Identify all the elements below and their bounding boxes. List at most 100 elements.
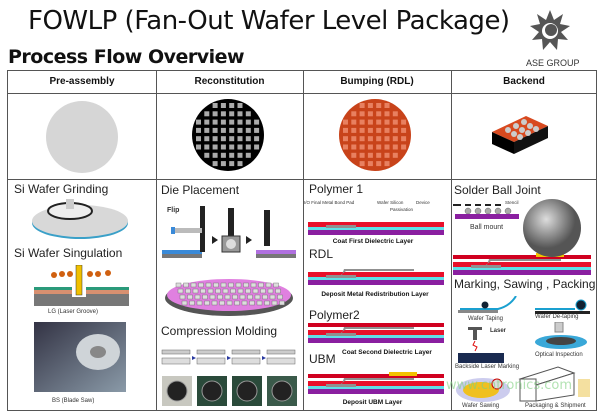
passivation-layer: [453, 267, 591, 270]
die: [196, 136, 201, 142]
die: [212, 119, 218, 125]
bond-pad: [326, 225, 356, 228]
die: [273, 282, 279, 288]
mold-top: [161, 349, 191, 355]
die: [351, 144, 357, 150]
second-dielectric-layer: [453, 255, 591, 259]
die: [204, 119, 210, 125]
die: [264, 300, 270, 306]
die: [204, 136, 210, 142]
step-si-wafer-grinding: Si Wafer Grinding: [14, 182, 109, 196]
slide-subtitle: Process Flow Overview: [8, 46, 245, 68]
die: [189, 300, 195, 306]
die: [224, 294, 231, 300]
die: [220, 111, 226, 117]
header-bumping: Bumping (RDL): [340, 76, 414, 87]
die: [265, 282, 272, 288]
die: [194, 294, 201, 300]
wafer-taping-icon: [458, 296, 517, 313]
die: [220, 103, 226, 108]
dielectric-layer: [308, 381, 444, 386]
header-pre-assembly: Pre-assembly: [49, 76, 115, 87]
bond-pad: [326, 384, 356, 387]
molding-photo-detail: [271, 380, 293, 402]
die: [212, 144, 218, 150]
die: [220, 144, 226, 150]
die: [256, 300, 263, 306]
die: [229, 144, 235, 150]
step-solder-ball-joint: Solder Ball Joint: [454, 183, 541, 197]
package-image: [492, 116, 548, 154]
silicon-layer: [308, 230, 444, 235]
rdl-diagram: [308, 269, 444, 285]
die: [245, 136, 251, 142]
die: [220, 282, 227, 288]
passivation-layer: [308, 335, 444, 338]
die: [212, 127, 218, 133]
die: [271, 300, 278, 306]
caption-backside-laser-marking: Backside Laser Marking: [455, 364, 520, 370]
label-stencil: Stencil: [505, 200, 519, 205]
ubm-diagram: [308, 372, 444, 394]
mold-top: [231, 349, 261, 355]
die: [376, 111, 382, 117]
die: [229, 119, 235, 125]
die: [277, 294, 283, 300]
die: [351, 119, 357, 125]
mold-bottom: [161, 357, 191, 365]
die: [207, 288, 214, 294]
die: [401, 144, 407, 150]
die: [254, 119, 260, 125]
die: [212, 103, 218, 108]
die: [229, 127, 235, 133]
mold-bottom: [266, 357, 296, 365]
die: [215, 288, 221, 294]
die: [376, 144, 382, 150]
die: [237, 111, 243, 117]
caption-blade-saw: BS (Blade Saw): [52, 398, 95, 404]
die-placement-diagram: [162, 206, 296, 258]
die: [367, 103, 373, 108]
die: [367, 127, 373, 133]
die: [241, 300, 248, 306]
die: [392, 127, 398, 133]
silicon-layer: [453, 270, 591, 275]
die: [226, 300, 233, 306]
bond-pad: [326, 275, 356, 278]
polymer2-diagram: [308, 323, 444, 343]
die: [235, 282, 242, 288]
die: [252, 288, 259, 294]
die: [220, 127, 226, 133]
silicon-layer: [308, 338, 444, 343]
die: [245, 119, 251, 125]
die: [343, 127, 348, 133]
caption-deposit-rdl: Deposit Metal Redistribution Layer: [321, 291, 429, 298]
die: [211, 300, 218, 306]
grinding-wheel-image: [32, 199, 128, 239]
caption-deposit-ubm: Deposit UBM Layer: [342, 399, 403, 406]
die: [359, 152, 365, 158]
die: [367, 161, 373, 167]
dielectric-layer: [308, 330, 444, 335]
die: [212, 111, 218, 117]
die: [228, 282, 234, 288]
die: [376, 161, 382, 167]
die: [245, 111, 251, 117]
die: [196, 127, 201, 133]
die: [384, 136, 390, 142]
packaging-shipment-icon: [518, 366, 590, 402]
die: [384, 152, 390, 158]
step-ubm: UBM: [309, 352, 336, 366]
die: [249, 300, 255, 306]
die: [220, 152, 226, 158]
die: [217, 294, 223, 300]
laser-marking-icon: [458, 327, 504, 363]
die: [384, 103, 390, 108]
die: [367, 119, 373, 125]
die: [237, 144, 243, 150]
label-passivation: Passivation: [390, 207, 414, 212]
die: [376, 136, 382, 142]
caption-optical-inspection: Optical Inspection: [535, 352, 583, 358]
die: [245, 288, 251, 294]
die: [254, 127, 260, 133]
